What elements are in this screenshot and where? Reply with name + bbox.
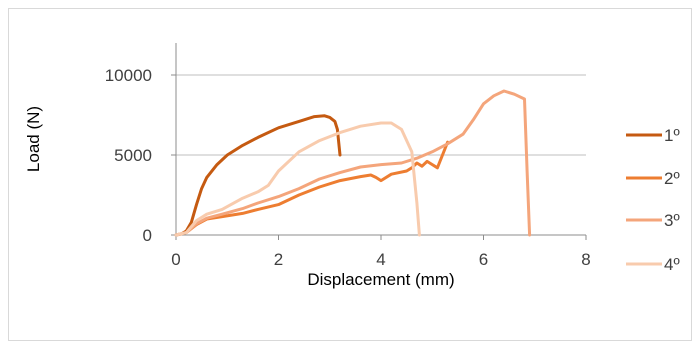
x-tick-label: 2 (274, 250, 283, 269)
series-line-1 (174, 114, 342, 237)
chart-frame: 0 2 4 6 8 0 5000 10000 Displacement (mm) Load (… (8, 8, 692, 341)
y-axis-title: Load (N) (24, 106, 43, 172)
legend-label-1: 1º (664, 126, 680, 145)
legend-label-2: 2º (664, 169, 680, 188)
tick-labels: 0 2 4 6 8 0 5000 10000 (105, 66, 591, 269)
series-line-4 (174, 121, 421, 237)
x-tick-label: 8 (581, 250, 590, 269)
legend-label-4: 4º (664, 255, 680, 274)
y-tick-label: 0 (143, 226, 152, 245)
series-line-2 (174, 140, 450, 237)
x-tick-label: 4 (376, 250, 385, 269)
x-tick-label: 6 (479, 250, 488, 269)
x-axis-title: Displacement (mm) (307, 270, 454, 289)
x-tick-label: 0 (171, 250, 180, 269)
y-tick-label: 5000 (114, 146, 152, 165)
load-displacement-chart: 0 2 4 6 8 0 5000 10000 Displacement (mm) Load (… (24, 43, 680, 289)
legend-label-3: 3º (664, 211, 680, 230)
axes (171, 43, 587, 240)
series-lines (174, 89, 532, 237)
legend: 1º 2º 3º 4º (626, 126, 680, 274)
y-tick-label: 10000 (105, 66, 152, 85)
series-line-3 (174, 89, 532, 237)
gridlines (176, 74, 586, 156)
